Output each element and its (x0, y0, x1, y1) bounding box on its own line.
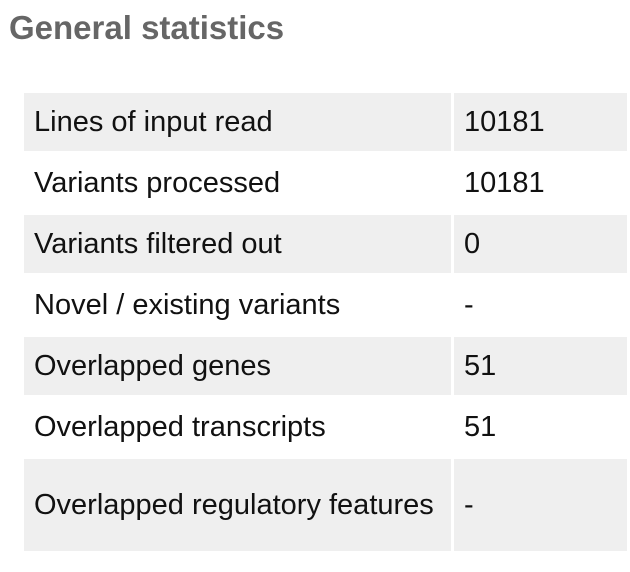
stat-value: 51 (454, 398, 627, 456)
stat-value: 10181 (454, 154, 627, 212)
stat-value: 51 (454, 337, 627, 395)
table-row: Overlapped genes 51 (24, 337, 627, 395)
table-row: Overlapped regulatory features - (24, 459, 627, 551)
stat-label: Variants processed (24, 154, 451, 212)
table-row: Variants processed 10181 (24, 154, 627, 212)
stat-value: 0 (454, 215, 627, 273)
stat-value: - (454, 459, 627, 551)
general-statistics-table: Lines of input read 10181 Variants proce… (21, 90, 630, 554)
table-row: Variants filtered out 0 (24, 215, 627, 273)
stat-label: Overlapped transcripts (24, 398, 451, 456)
stat-value: 10181 (454, 93, 627, 151)
table-row: Overlapped transcripts 51 (24, 398, 627, 456)
stat-label: Overlapped regulatory features (24, 459, 451, 551)
table-row: Novel / existing variants - (24, 276, 627, 334)
stat-value: - (454, 276, 627, 334)
stat-label: Lines of input read (24, 93, 451, 151)
section-title: General statistics (9, 9, 285, 46)
stat-label: Variants filtered out (24, 215, 451, 273)
stat-label: Novel / existing variants (24, 276, 451, 334)
table-row: Lines of input read 10181 (24, 93, 627, 151)
stat-label: Overlapped genes (24, 337, 451, 395)
